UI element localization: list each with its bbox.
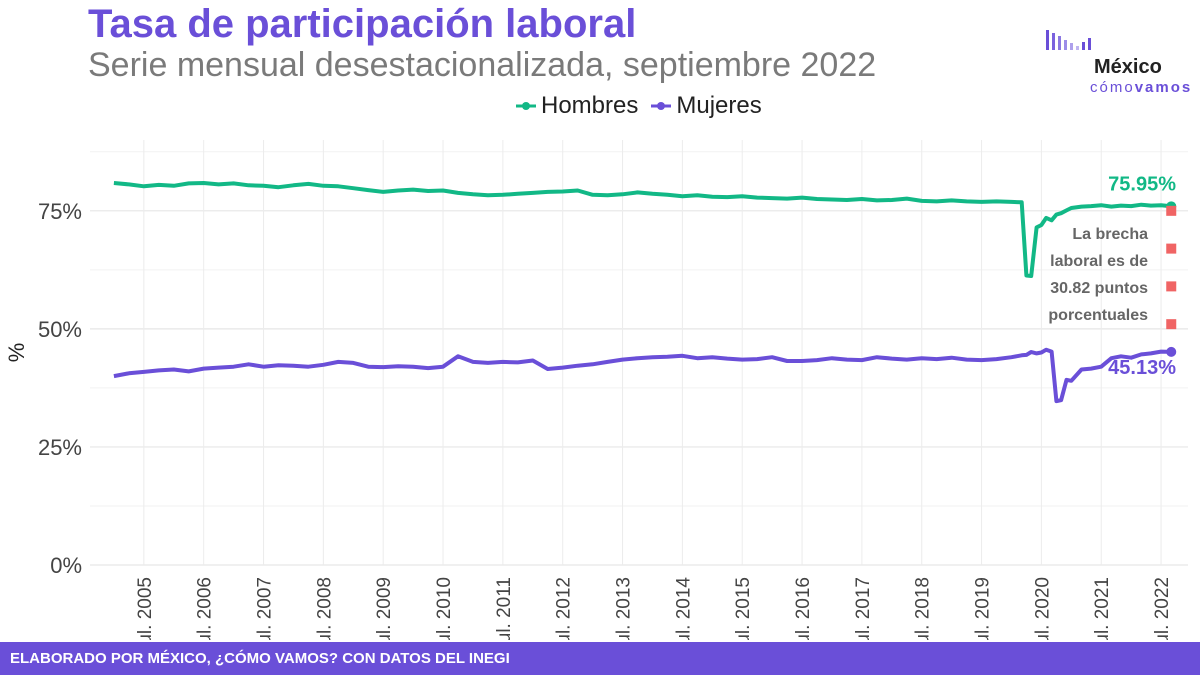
y-tick-label: 50% <box>38 317 82 342</box>
chart-legend: Hombres Mujeres <box>515 90 774 122</box>
y-tick-label: 25% <box>38 435 82 460</box>
gridlines <box>90 140 1188 566</box>
logo-name: México <box>1094 56 1162 78</box>
x-tick-label: jul. 2020 <box>1032 577 1053 640</box>
series-line-hombres <box>113 181 1172 278</box>
mexico-como-vamos-logo: México cómovamos <box>1040 28 1190 98</box>
chart-subtitle: Serie mensual desestacionalizada, septie… <box>88 46 877 84</box>
series-lines <box>113 181 1177 404</box>
end-value-label: 45.13% <box>1108 357 1176 379</box>
chart-labels: 0% 25% 50% 75% jul. 2005 jul. 2006 jul. 2007 ju… <box>4 173 1177 640</box>
x-tick-label: jul. 2007 <box>255 577 276 640</box>
x-tick-label: jul. 2009 <box>374 577 395 640</box>
gap-annotation-line: laboral es de <box>1050 253 1148 270</box>
x-tick-label: jul. 2021 <box>1092 577 1113 640</box>
x-tick-label: jul. 2008 <box>314 577 335 640</box>
x-tick-label: jul. 2018 <box>913 577 934 640</box>
logo-bars-icon <box>1046 30 1091 50</box>
x-tick-label: jul. 2016 <box>793 577 814 640</box>
logo-tagline: cómovamos <box>1090 79 1193 96</box>
x-tick-label: jul. 2012 <box>554 577 575 640</box>
gap-annotation-line: 30.82 puntos <box>1050 280 1148 297</box>
gap-marker <box>1166 243 1177 254</box>
end-value-label: 75.95% <box>1108 173 1176 195</box>
x-tick-label: jul. 2010 <box>434 577 455 640</box>
legend-label-hombres: Hombres <box>541 92 639 119</box>
gap-marker <box>1166 319 1177 330</box>
x-tick-label: jul. 2017 <box>853 577 874 640</box>
chart-title: Tasa de participación laboral <box>88 2 637 46</box>
series-line-mujeres <box>113 347 1172 404</box>
line-chart: 0% 25% 50% 75% jul. 2005 jul. 2006 jul. 2007 ju… <box>4 140 1188 640</box>
x-tick-label: jul. 2013 <box>614 577 635 640</box>
x-tick-label: jul. 2019 <box>973 577 994 640</box>
legend-item-hombres: Hombres <box>515 92 638 120</box>
gap-marker <box>1166 205 1177 216</box>
end-point-mujeres <box>1166 346 1177 357</box>
legend-item-mujeres: Mujeres <box>650 92 762 120</box>
y-axis-label: % <box>4 343 29 363</box>
x-tick-label: jul. 2006 <box>195 577 216 640</box>
gap-marker <box>1166 281 1177 292</box>
legend-key-hombres <box>516 102 536 110</box>
x-tick-label: jul. 2022 <box>1152 577 1173 640</box>
y-tick-label: 75% <box>38 199 82 224</box>
x-tick-label: jul. 2014 <box>673 577 694 640</box>
y-tick-label: 0% <box>50 553 82 578</box>
legend-label-mujeres: Mujeres <box>676 92 762 119</box>
legend-key-mujeres <box>651 102 672 110</box>
x-tick-label: jul. 2011 <box>494 577 515 640</box>
x-tick-label: jul. 2015 <box>733 577 754 640</box>
gap-annotation-line: La brecha <box>1072 226 1148 243</box>
source-footer: ELABORADO POR MÉXICO, ¿CÓMO VAMOS? CON D… <box>0 642 1200 675</box>
gap-annotation-line: porcentuales <box>1048 307 1148 324</box>
source-text: ELABORADO POR MÉXICO, ¿CÓMO VAMOS? CON D… <box>10 650 510 667</box>
x-tick-label: jul. 2005 <box>135 577 156 640</box>
